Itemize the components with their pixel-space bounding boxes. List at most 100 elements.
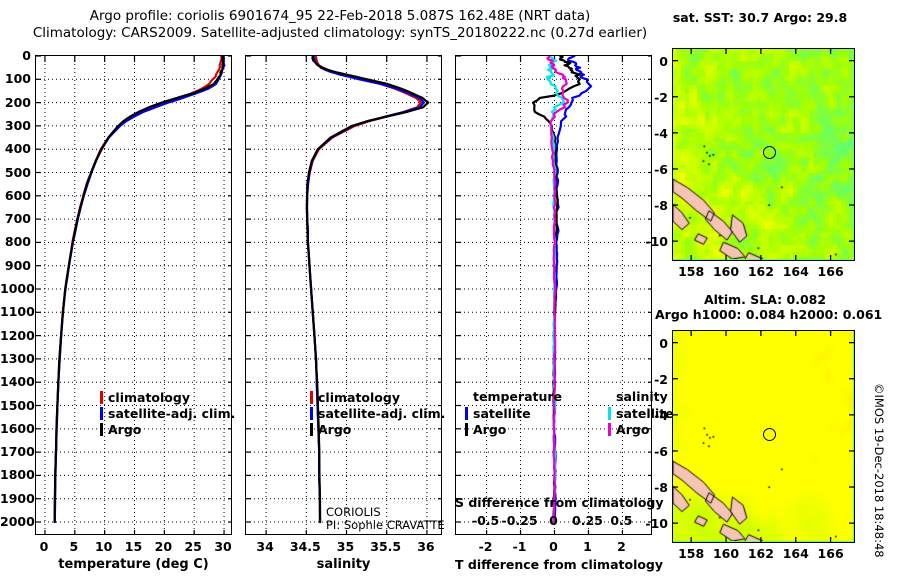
legend-entry: Argo	[465, 421, 562, 437]
legend-color-swatch	[100, 422, 103, 436]
legend-label: satellite	[473, 405, 531, 421]
data-centre-label: CORIOLIS	[326, 505, 381, 519]
sla-map-title-line1: Altim. SLA: 0.082	[703, 292, 827, 307]
depth-tick-label: 400	[4, 141, 31, 157]
depth-tick-label: 1700	[0, 444, 35, 460]
figure-title-line1: Argo profile: coriolis 6901674_95 22-Feb…	[89, 8, 591, 24]
sla-latitude-tick-label: -6	[654, 443, 668, 459]
legend-entry: Argo	[310, 421, 445, 437]
legend-color-swatch	[310, 422, 313, 436]
legend-color-swatch	[608, 422, 612, 436]
depth-tick-label: 1200	[0, 327, 35, 343]
temperature-difference-tick-label: -1	[512, 539, 527, 554]
sst-map[interactable]	[672, 48, 855, 261]
temperature-difference-tick-label: 0	[549, 539, 558, 554]
sst-latitude-tick-label: -8	[654, 198, 668, 214]
salinity-tick-label: 35	[336, 539, 355, 554]
legend-entry: satellite	[465, 405, 562, 421]
sla-longitude-tick-label: 160	[712, 546, 740, 561]
legend-entry: satellite-adj. clim.	[310, 405, 445, 421]
salinity-tick-label: 34.5	[289, 539, 321, 554]
depth-tick-label: 1100	[0, 304, 35, 320]
sla-map-float-marker	[762, 427, 776, 441]
sst-latitude-tick-label: -2	[654, 89, 668, 105]
temperature-tick-label: 10	[94, 539, 113, 554]
legend-color-swatch	[100, 390, 103, 404]
legend-column: temperature satellite Argo	[465, 389, 562, 437]
depth-tick-label: 800	[4, 234, 31, 250]
sst-longitude-tick-label: 158	[678, 264, 705, 279]
depth-tick-label: 1800	[0, 467, 35, 483]
legend-label: climatology	[318, 389, 400, 405]
sla-latitude-tick-label: 0	[659, 335, 668, 351]
legend-color-swatch	[100, 406, 103, 420]
temperature-tick-label: 25	[184, 539, 202, 554]
depth-tick-label: 900	[4, 257, 31, 273]
sla-longitude-tick-label: 158	[678, 546, 705, 561]
depth-tick-label: 2000	[0, 514, 35, 530]
depth-axis-ticklabels: 0 100 200 300 400 500 600 700 800 900 1000 1100 1200…	[0, 0, 35, 580]
depth-tick-label: 1000	[0, 281, 35, 296]
sla-map-title-line2: Argo h1000: 0.084 h2000: 0.061	[655, 307, 883, 322]
temperature-axis-label: temperature (deg C)	[58, 557, 209, 572]
temperature-difference-tick-label: 2	[617, 539, 626, 554]
sst-latitude-tick-label: 0	[659, 53, 668, 69]
legend-label: satellite-adj. clim.	[318, 405, 446, 421]
salinity-tick-label: 34	[256, 539, 274, 554]
legend-label: satellite	[616, 405, 674, 421]
sst-latitude-tick-label: -6	[654, 161, 668, 177]
sla-latitude-tick-label: -4	[654, 407, 668, 423]
depth-tick-label: 1900	[0, 490, 35, 506]
depth-tick-label: 100	[4, 71, 31, 87]
legend-entry: climatology	[310, 389, 445, 405]
sla-longitude-tick-label: 162	[747, 546, 774, 561]
sst-map-title: sat. SST: 30.7 Argo: 29.8	[672, 10, 848, 25]
legend-entry: Argo	[100, 421, 235, 437]
legend-column-header: temperature	[473, 389, 563, 404]
depth-tick-label: 500	[4, 164, 31, 180]
temperature-tick-label: 15	[124, 539, 143, 554]
depth-tick-label: 1500	[0, 397, 35, 413]
legend-label: Argo	[108, 421, 142, 437]
legend-label: Argo	[616, 421, 650, 437]
salinity-profile-panel[interactable]	[245, 55, 442, 535]
difference-profile-panel[interactable]	[455, 55, 652, 535]
depth-tick-label: 1600	[0, 420, 35, 436]
sla-latitude-tick-label: -2	[654, 371, 668, 387]
temperature-difference-tick-label: 1	[583, 539, 592, 554]
sst-longitude-tick-label: 160	[712, 264, 740, 279]
legend-entry: Argo	[608, 421, 674, 437]
legend-column-header: salinity	[616, 389, 668, 404]
sst-latitude-tick-label: -4	[654, 125, 668, 141]
temperature-difference-axis-label: T difference from climatology	[455, 557, 664, 572]
legend-entry: satellite	[608, 405, 674, 421]
legend-column: salinity satellite Argo	[608, 389, 674, 437]
imos-credit: ©IMOS 19-Dec-2018 18:48:48	[872, 383, 886, 558]
legend-label: climatology	[108, 389, 190, 405]
legend-color-swatch	[310, 390, 313, 404]
salinity-difference-tick-label: -0.5	[471, 513, 500, 528]
sla-longitude-tick-label: 164	[782, 546, 809, 561]
legend-color-swatch	[465, 406, 468, 420]
legend-color-swatch	[465, 422, 468, 436]
legend-entry: satellite-adj. clim.	[100, 405, 235, 421]
salinity-axis-label: salinity	[316, 557, 371, 572]
salinity-legend: climatology satellite-adj. clim. Argo	[310, 389, 445, 437]
salinity-difference-tick-label: 0.5	[610, 513, 633, 528]
depth-tick-label: 0	[22, 48, 31, 63]
temperature-tick-label: 20	[154, 539, 173, 554]
temperature-profile-panel[interactable]	[35, 55, 232, 535]
temperature-legend: climatology satellite-adj. clim. Argo	[100, 389, 235, 437]
temperature-tick-label: 5	[69, 539, 79, 554]
sla-map[interactable]	[672, 330, 855, 543]
sst-map-float-marker	[762, 145, 776, 159]
legend-color-swatch	[310, 406, 313, 420]
depth-tick-label: 300	[4, 117, 31, 133]
